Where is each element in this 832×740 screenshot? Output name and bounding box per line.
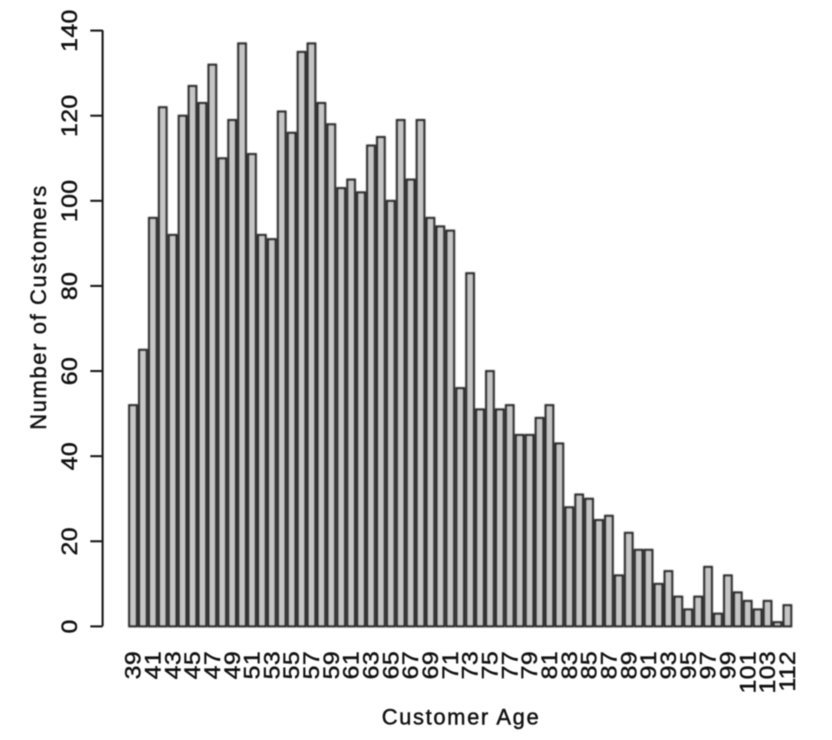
svg-text:Customer Age: Customer Age — [382, 705, 541, 730]
svg-text:57: 57 — [299, 651, 323, 679]
svg-text:79: 79 — [518, 651, 542, 679]
svg-text:83: 83 — [557, 651, 581, 679]
svg-text:69: 69 — [418, 651, 442, 679]
svg-text:100: 100 — [57, 180, 81, 222]
svg-text:39: 39 — [121, 651, 145, 679]
svg-text:63: 63 — [359, 651, 383, 679]
svg-text:112: 112 — [775, 651, 799, 692]
svg-text:75: 75 — [478, 651, 502, 679]
svg-text:89: 89 — [617, 651, 641, 679]
svg-text:73: 73 — [458, 651, 482, 679]
svg-text:53: 53 — [260, 651, 284, 679]
svg-text:71: 71 — [438, 651, 462, 679]
svg-text:59: 59 — [319, 651, 343, 679]
svg-text:87: 87 — [597, 651, 621, 679]
svg-text:120: 120 — [57, 94, 81, 136]
svg-text:47: 47 — [200, 651, 224, 679]
svg-text:101: 101 — [736, 651, 760, 693]
svg-text:40: 40 — [57, 442, 81, 470]
svg-text:61: 61 — [339, 651, 363, 679]
svg-text:43: 43 — [161, 651, 185, 679]
svg-text:80: 80 — [57, 272, 81, 300]
svg-text:81: 81 — [537, 651, 561, 679]
svg-text:20: 20 — [57, 527, 81, 555]
svg-text:45: 45 — [180, 651, 204, 679]
svg-text:85: 85 — [577, 651, 601, 679]
svg-text:51: 51 — [240, 651, 264, 679]
svg-text:93: 93 — [656, 651, 680, 679]
svg-text:55: 55 — [280, 651, 304, 679]
svg-text:99: 99 — [716, 651, 740, 679]
svg-text:103: 103 — [755, 651, 779, 693]
svg-text:77: 77 — [498, 651, 522, 679]
svg-text:95: 95 — [676, 651, 700, 679]
svg-text:41: 41 — [141, 651, 165, 679]
svg-text:97: 97 — [696, 651, 720, 679]
svg-text:0: 0 — [57, 619, 81, 633]
svg-text:49: 49 — [220, 651, 244, 679]
svg-text:Number of Customers: Number of Customers — [26, 184, 51, 430]
svg-text:67: 67 — [399, 651, 423, 679]
svg-text:91: 91 — [636, 651, 660, 679]
svg-text:60: 60 — [57, 357, 81, 385]
svg-text:140: 140 — [57, 9, 81, 51]
svg-text:65: 65 — [379, 651, 403, 679]
